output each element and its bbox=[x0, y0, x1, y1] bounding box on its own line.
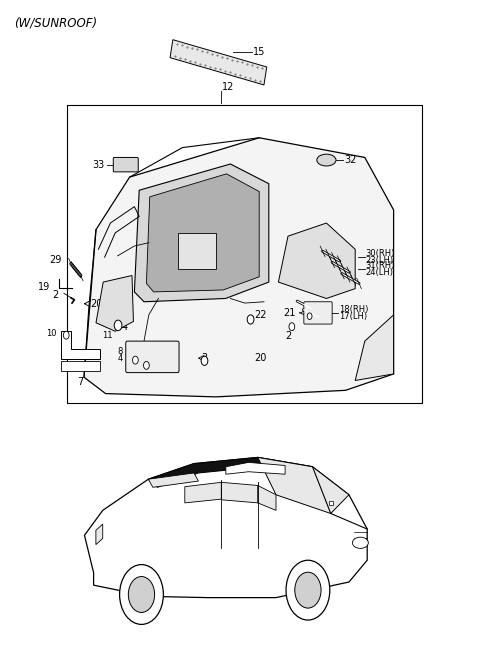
FancyBboxPatch shape bbox=[126, 341, 179, 373]
Text: 17(LH): 17(LH) bbox=[339, 312, 368, 321]
Text: 3: 3 bbox=[202, 353, 208, 363]
Text: 22: 22 bbox=[254, 310, 267, 320]
Circle shape bbox=[289, 323, 295, 331]
Bar bbox=[178, 233, 216, 269]
Text: 30(RH): 30(RH) bbox=[366, 249, 395, 258]
Circle shape bbox=[307, 313, 312, 319]
Text: 32: 32 bbox=[345, 155, 357, 165]
Text: 8: 8 bbox=[122, 315, 128, 325]
Ellipse shape bbox=[317, 154, 336, 166]
Text: 15: 15 bbox=[253, 47, 265, 58]
Polygon shape bbox=[96, 276, 133, 331]
Circle shape bbox=[201, 356, 208, 365]
Circle shape bbox=[144, 361, 149, 369]
Polygon shape bbox=[61, 331, 100, 359]
Circle shape bbox=[63, 331, 69, 339]
Text: 24(LH): 24(LH) bbox=[366, 268, 394, 277]
Text: 11: 11 bbox=[102, 331, 113, 340]
Text: 12: 12 bbox=[222, 81, 235, 92]
FancyBboxPatch shape bbox=[113, 157, 138, 172]
Text: 31(RH): 31(RH) bbox=[366, 260, 395, 270]
Circle shape bbox=[132, 356, 138, 364]
Bar bbox=[61, 361, 100, 371]
Text: 2: 2 bbox=[52, 290, 59, 300]
Text: 2: 2 bbox=[285, 331, 291, 340]
Circle shape bbox=[295, 572, 321, 608]
Text: 23(LH): 23(LH) bbox=[366, 256, 394, 265]
Polygon shape bbox=[170, 40, 267, 85]
Text: 18(RH): 18(RH) bbox=[339, 305, 369, 314]
Text: 21: 21 bbox=[283, 308, 296, 318]
Polygon shape bbox=[258, 457, 349, 514]
Text: 10: 10 bbox=[46, 329, 57, 338]
Circle shape bbox=[286, 560, 330, 620]
Text: 4: 4 bbox=[122, 321, 128, 332]
Polygon shape bbox=[146, 174, 259, 292]
Text: 29: 29 bbox=[49, 255, 61, 265]
Ellipse shape bbox=[352, 537, 368, 548]
Circle shape bbox=[114, 320, 122, 331]
Text: 6: 6 bbox=[171, 361, 177, 370]
Polygon shape bbox=[134, 164, 269, 302]
Text: 9: 9 bbox=[157, 361, 163, 370]
Text: 20: 20 bbox=[254, 352, 267, 363]
Polygon shape bbox=[148, 473, 199, 487]
Text: 8: 8 bbox=[118, 347, 123, 356]
Polygon shape bbox=[258, 485, 276, 510]
Text: 1: 1 bbox=[124, 310, 130, 321]
Text: 4: 4 bbox=[118, 354, 123, 363]
Circle shape bbox=[120, 565, 163, 625]
Polygon shape bbox=[185, 482, 221, 503]
Polygon shape bbox=[278, 223, 355, 298]
Polygon shape bbox=[226, 462, 285, 474]
Text: 5: 5 bbox=[210, 188, 216, 199]
FancyBboxPatch shape bbox=[304, 302, 332, 324]
Circle shape bbox=[247, 315, 254, 324]
Text: 19: 19 bbox=[38, 281, 50, 292]
Polygon shape bbox=[84, 457, 367, 598]
Text: 20: 20 bbox=[90, 298, 103, 309]
Text: 7: 7 bbox=[77, 377, 84, 387]
Polygon shape bbox=[221, 482, 258, 503]
Text: 33: 33 bbox=[92, 159, 105, 170]
Polygon shape bbox=[96, 524, 103, 544]
Text: (W/SUNROOF): (W/SUNROOF) bbox=[14, 16, 97, 30]
Polygon shape bbox=[355, 315, 394, 380]
Polygon shape bbox=[148, 457, 312, 487]
Bar bbox=[67, 105, 422, 403]
Polygon shape bbox=[84, 138, 394, 397]
Circle shape bbox=[128, 577, 155, 613]
